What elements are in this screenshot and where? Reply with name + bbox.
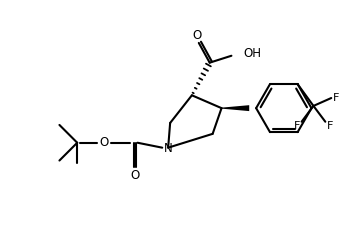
Text: O: O xyxy=(130,169,139,182)
Polygon shape xyxy=(222,105,249,111)
Text: F: F xyxy=(293,121,300,131)
Text: O: O xyxy=(99,136,108,149)
Text: OH: OH xyxy=(243,47,261,60)
Text: O: O xyxy=(192,30,201,42)
Text: F: F xyxy=(333,93,339,103)
Text: N: N xyxy=(164,142,173,155)
Text: F: F xyxy=(327,121,333,131)
